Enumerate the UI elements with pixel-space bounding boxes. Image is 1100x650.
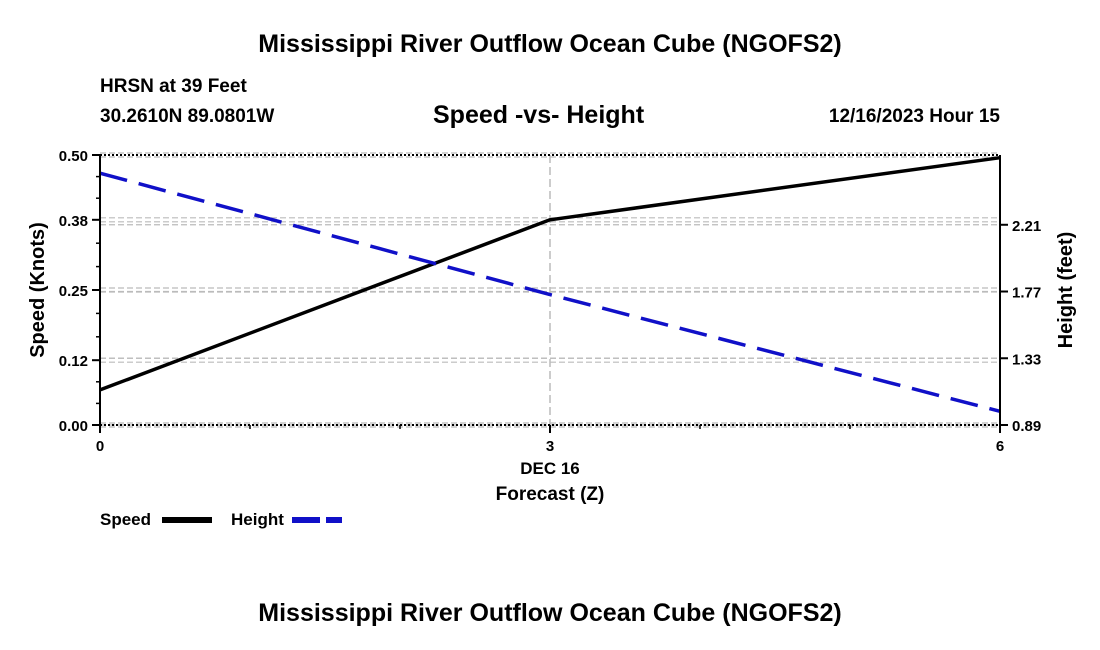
x-tick-label-1: 3: [546, 438, 554, 455]
y-left-tick-label-3: 0.38: [59, 213, 88, 230]
x-axis-label: Forecast (Z): [496, 484, 605, 505]
y-left-tick-label-1: 0.12: [59, 353, 88, 370]
legend-height-label: Height: [231, 510, 284, 529]
station-label: HRSN at 39 Feet: [100, 76, 247, 97]
series-line-speed: [99, 155, 1001, 392]
y-left-tick-label-4: 0.50: [59, 148, 88, 165]
main-title: Mississippi River Outflow Ocean Cube (NG…: [258, 30, 842, 58]
coordinates-label: 30.2610N 89.0801W: [100, 106, 275, 127]
y-right-tick-label-1: 1.33: [1012, 351, 1041, 368]
series-line-height: [99, 171, 1001, 414]
y-right-tick-label-0: 0.89: [1012, 418, 1041, 435]
x-tick-label-2: 6: [996, 438, 1004, 455]
y-left-tick-label-2: 0.25: [59, 283, 88, 300]
x-date-label: DEC 16: [520, 459, 580, 478]
datetime-label: 12/16/2023 Hour 15: [828, 106, 1000, 127]
y-axis-left-label: Speed (Knots): [27, 222, 49, 358]
y-right-tick-label-3: 2.21: [1012, 218, 1041, 235]
y-right-tick-label-2: 1.77: [1012, 285, 1041, 302]
y-left-tick-label-0: 0.00: [59, 418, 88, 435]
legend-speed-label: Speed: [100, 510, 151, 529]
chart-title: Speed -vs- Height: [433, 101, 645, 129]
y-axis-right-label: Height (feet): [1055, 232, 1077, 349]
footer-title: Mississippi River Outflow Ocean Cube (NG…: [258, 599, 842, 627]
x-tick-label-0: 0: [96, 438, 104, 455]
